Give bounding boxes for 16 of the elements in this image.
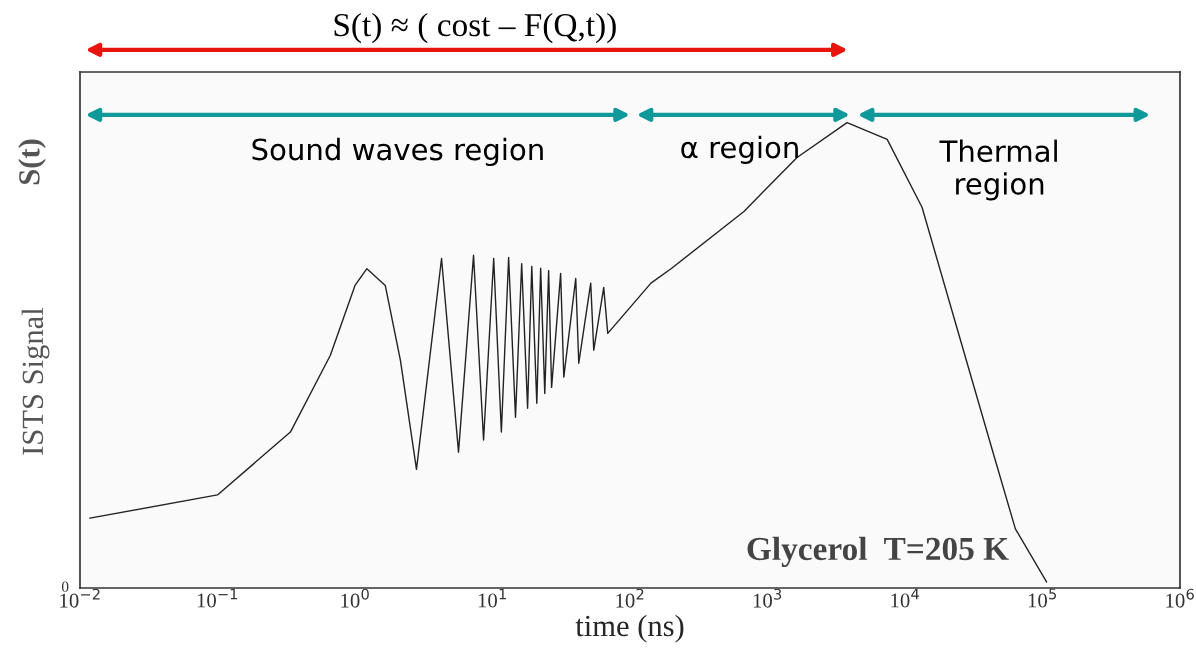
x-tick-label: 10$^{−1}$ — [197, 588, 238, 608]
x-tick-label: 10$^{1}$ — [478, 588, 506, 608]
y-axis-title: ISTS Signal — [21, 307, 50, 455]
x-tick-label: 10$^{2}$ — [616, 588, 644, 608]
annotation: Sound waves region — [252, 137, 543, 167]
x-tick-label: 10$^{0}$ — [341, 588, 369, 608]
x-axis-title: time (ns) — [575, 614, 684, 643]
text: S(t) — [18, 139, 46, 185]
annotation: α region — [681, 135, 798, 165]
annotation: Thermal region — [939, 139, 1057, 201]
x-tick-label: 10$^{5}$ — [1028, 588, 1057, 608]
x-tick-label: 10$^{4}$ — [891, 588, 919, 608]
annotation: Glycerol T=205 K — [747, 536, 1009, 568]
x-tick-label: 10$^{6}$ — [1166, 588, 1194, 608]
x-tick-label: 10$^{3}$ — [753, 588, 782, 608]
text: S(t) ≈ ( cost – F(Q,t)) — [334, 12, 616, 44]
